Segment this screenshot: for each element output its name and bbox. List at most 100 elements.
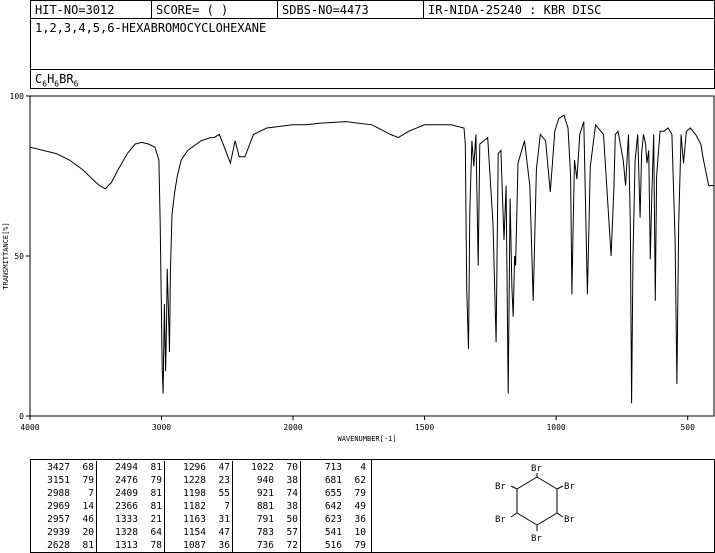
peak-row: 1328 64 bbox=[98, 526, 166, 539]
peak-wavenumber: 623 bbox=[324, 514, 342, 525]
peak-wavenumber: 713 bbox=[324, 462, 342, 473]
peak-transmittance: 10 bbox=[354, 527, 366, 538]
peak-wavenumber: 2957 bbox=[47, 514, 70, 525]
peak-row: 2409 81 bbox=[98, 487, 166, 500]
peak-transmittance: 36 bbox=[218, 540, 230, 551]
molecular-formula: C6H6BR6 bbox=[35, 72, 78, 88]
peak-row: 642 49 bbox=[302, 500, 370, 513]
formula-br: BR bbox=[59, 72, 74, 86]
peak-wavenumber: 791 bbox=[256, 514, 274, 525]
peak-row: 881 38 bbox=[234, 500, 302, 513]
peak-wavenumber: 2476 bbox=[115, 475, 138, 486]
sdbs-number: SDBS-NO=4473 bbox=[282, 3, 369, 17]
peak-row: 2366 81 bbox=[98, 500, 166, 513]
peak-wavenumber: 1163 bbox=[183, 514, 206, 525]
peak-transmittance: 64 bbox=[150, 527, 162, 538]
peak-transmittance: 57 bbox=[286, 527, 298, 538]
peak-row: 1228 23 bbox=[166, 474, 234, 487]
peak-row: 3427 68 bbox=[30, 461, 98, 474]
peak-row: 783 57 bbox=[234, 526, 302, 539]
peak-wavenumber: 2628 bbox=[47, 540, 70, 551]
x-tick-label: 1000 bbox=[546, 423, 565, 432]
peak-wavenumber: 881 bbox=[256, 501, 274, 512]
br-label-lower-left: Br bbox=[495, 515, 506, 525]
peak-transmittance: 47 bbox=[218, 527, 230, 538]
x-axis-title: WAVENUMBER[-1] bbox=[337, 435, 396, 443]
header-divider bbox=[151, 1, 152, 19]
y-axis-title: TRANSMITTANCE[%] bbox=[2, 222, 10, 289]
peak-column-divider bbox=[300, 461, 301, 552]
peak-wavenumber: 2494 bbox=[115, 462, 138, 473]
peak-transmittance: 78 bbox=[150, 540, 162, 551]
peak-transmittance: 79 bbox=[354, 540, 366, 551]
peak-column-divider bbox=[96, 461, 97, 552]
peak-transmittance: 7 bbox=[224, 501, 230, 512]
peak-table-box bbox=[30, 459, 372, 553]
peak-transmittance: 70 bbox=[286, 462, 298, 473]
peak-row: 2939 20 bbox=[30, 526, 98, 539]
peak-wavenumber: 516 bbox=[324, 540, 342, 551]
peak-row: 1022 70 bbox=[234, 461, 302, 474]
x-tick-label: 500 bbox=[680, 423, 695, 432]
peak-transmittance: 81 bbox=[150, 488, 162, 499]
peak-wavenumber: 541 bbox=[324, 527, 342, 538]
y-tick-label: 0 bbox=[19, 412, 24, 421]
peak-transmittance: 79 bbox=[150, 475, 162, 486]
peak-wavenumber: 655 bbox=[324, 488, 342, 499]
score: SCORE= ( ) bbox=[156, 3, 229, 17]
x-tick-label: 2000 bbox=[283, 423, 302, 432]
spectrum-line bbox=[29, 114, 714, 404]
peak-wavenumber: 1313 bbox=[115, 540, 138, 551]
formula-c: C bbox=[35, 72, 43, 86]
x-tick-label: 3000 bbox=[152, 423, 171, 432]
peak-row: 1154 47 bbox=[166, 526, 234, 539]
peak-row: 3151 79 bbox=[30, 474, 98, 487]
peak-transmittance: 38 bbox=[286, 475, 298, 486]
peak-row: 681 62 bbox=[302, 474, 370, 487]
peak-row: 713 4 bbox=[302, 461, 370, 474]
peak-transmittance: 38 bbox=[286, 501, 298, 512]
peak-row: 1296 47 bbox=[166, 461, 234, 474]
peak-wavenumber: 940 bbox=[256, 475, 274, 486]
peak-row: 516 79 bbox=[302, 539, 370, 552]
peak-wavenumber: 642 bbox=[324, 501, 342, 512]
peak-table-column: 1022 70 940 38 921 74 881 38 791 50 783 57 736 72 bbox=[234, 461, 302, 553]
peak-transmittance: 36 bbox=[354, 514, 366, 525]
peak-transmittance: 47 bbox=[218, 462, 230, 473]
peak-row: 623 36 bbox=[302, 513, 370, 526]
peak-row: 940 38 bbox=[234, 474, 302, 487]
peak-transmittance: 79 bbox=[82, 475, 94, 486]
br-label-top: Br bbox=[531, 464, 542, 474]
peak-row: 655 79 bbox=[302, 487, 370, 500]
peak-transmittance: 20 bbox=[82, 527, 94, 538]
peak-row: 2476 79 bbox=[98, 474, 166, 487]
peak-wavenumber: 3427 bbox=[47, 462, 70, 473]
peak-transmittance: 21 bbox=[150, 514, 162, 525]
peak-transmittance: 79 bbox=[354, 488, 366, 499]
peak-transmittance: 81 bbox=[150, 462, 162, 473]
peak-wavenumber: 1087 bbox=[183, 540, 206, 551]
peak-transmittance: 72 bbox=[286, 540, 298, 551]
header-bar: HIT-NO=3012 SCORE= ( ) SDBS-NO=4473 IR-N… bbox=[30, 0, 715, 19]
cyclohexane-ring bbox=[510, 473, 564, 531]
peak-wavenumber: 736 bbox=[256, 540, 274, 551]
peak-wavenumber: 1333 bbox=[115, 514, 138, 525]
compound-name: 1,2,3,4,5,6-HEXABROMOCYCLOHEXANE bbox=[35, 21, 267, 35]
peak-transmittance: 81 bbox=[82, 540, 94, 551]
peak-wavenumber: 2939 bbox=[47, 527, 70, 538]
peak-row: 2969 14 bbox=[30, 500, 98, 513]
peak-wavenumber: 2409 bbox=[115, 488, 138, 499]
peak-table-column: 3427 68 3151 79 2988 7 2969 14 2957 46 2939 20 2628 8… bbox=[30, 461, 98, 553]
peak-transmittance: 46 bbox=[82, 514, 94, 525]
peak-wavenumber: 1296 bbox=[183, 462, 206, 473]
header-divider bbox=[423, 1, 424, 19]
peak-transmittance: 49 bbox=[354, 501, 366, 512]
peak-transmittance: 50 bbox=[286, 514, 298, 525]
peak-row: 1087 36 bbox=[166, 539, 234, 552]
peak-column-divider bbox=[164, 461, 165, 552]
x-axis-ticks: 4000 3000 2000 1500 1000 500 bbox=[20, 416, 695, 432]
peak-wavenumber: 1228 bbox=[183, 475, 206, 486]
peak-wavenumber: 1182 bbox=[183, 501, 206, 512]
x-tick-label: 4000 bbox=[20, 423, 39, 432]
peak-row: 541 10 bbox=[302, 526, 370, 539]
